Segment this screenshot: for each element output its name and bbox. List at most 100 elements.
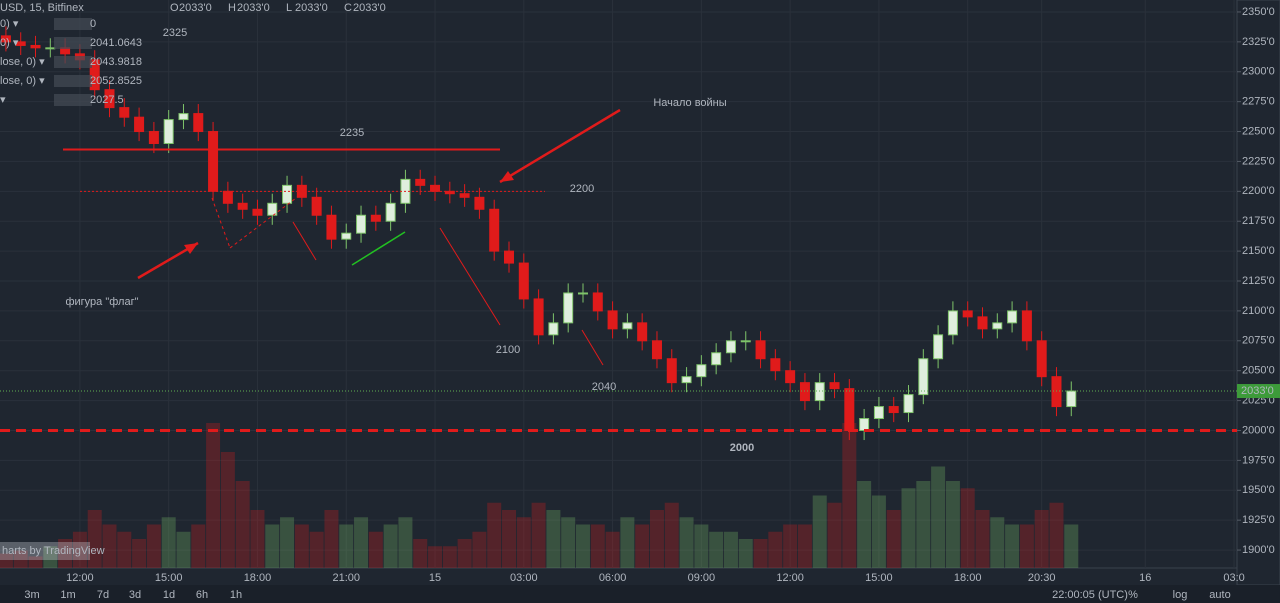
volume-bar <box>294 524 309 568</box>
ohlc-value: 2033'0 <box>237 2 270 14</box>
trend-arrow <box>439 227 501 326</box>
volume-bar <box>738 539 753 568</box>
ohlc-value: 2033'0 <box>353 2 386 14</box>
range-button[interactable]: 6h <box>196 589 208 601</box>
price-axis <box>1236 0 1280 586</box>
candle-body <box>163 119 174 144</box>
overlay <box>0 108 1237 432</box>
volume-bar <box>679 517 694 568</box>
volume-bar <box>161 517 176 568</box>
indicator-icons <box>54 18 92 30</box>
volume <box>0 423 1079 568</box>
candle-body <box>252 208 263 216</box>
trend-arrow <box>581 329 604 366</box>
x-tick-label: 18:00 <box>244 572 272 584</box>
range-button[interactable]: 1d <box>163 589 175 601</box>
y-tick-label: 2150'0 <box>1242 245 1275 257</box>
volume-bar <box>990 517 1005 568</box>
ohlc-key: L <box>286 2 292 14</box>
clock: 22:00:05 (UTC) <box>1052 589 1128 601</box>
range-button[interactable]: 1m <box>60 589 75 601</box>
arrow <box>499 108 621 184</box>
volume-bar <box>753 539 768 568</box>
x-tick-label: 20:30 <box>1028 572 1056 584</box>
candle-body <box>799 382 810 402</box>
scale-option[interactable]: log <box>1173 589 1188 601</box>
range-button[interactable]: 1h <box>230 589 242 601</box>
x-tick-label: 06:00 <box>599 572 627 584</box>
candle-body <box>15 41 26 46</box>
scale-option[interactable]: auto <box>1209 589 1230 601</box>
candle-body <box>622 322 633 330</box>
volume-bar <box>605 531 620 568</box>
ohlc-value: 2033'0 <box>179 2 212 14</box>
volume-bar <box>87 510 102 568</box>
candle-body <box>356 214 367 234</box>
y-tick-label: 2125'0 <box>1242 275 1275 287</box>
scale-option[interactable]: % <box>1128 589 1138 601</box>
indicator-value: 0 <box>90 18 96 30</box>
candle-body <box>873 406 884 420</box>
candle-body <box>592 292 603 312</box>
arrowhead <box>184 243 198 254</box>
volume-bar <box>102 524 117 568</box>
indicator-icons <box>54 56 92 68</box>
x-tick-label: 15:00 <box>865 572 893 584</box>
candle-body <box>119 107 130 118</box>
volume-bar <box>1064 524 1079 568</box>
symbol: USD, 15, Bitfinex <box>0 2 84 14</box>
y-tick-label: 2250'0 <box>1242 125 1275 137</box>
x-tick-label: 16 <box>1139 572 1151 584</box>
watermark-box <box>0 542 90 560</box>
candle-body <box>237 202 248 210</box>
candle-body <box>563 292 574 324</box>
annotation: фигура "флаг" <box>65 296 138 308</box>
x-tick-label: 15 <box>429 572 441 584</box>
volume-bar <box>812 495 827 568</box>
volume-bar <box>13 550 28 568</box>
volume-bar <box>72 531 87 568</box>
annotation: Начало войны <box>653 97 726 109</box>
candle-body <box>1051 376 1062 408</box>
candle-body <box>267 202 278 216</box>
volume-bar <box>516 517 531 568</box>
x-tick-label: 09:00 <box>688 572 716 584</box>
volume-bar <box>487 502 502 568</box>
candle-body <box>193 113 204 133</box>
ohlc-key: O <box>170 2 179 14</box>
volume-bar <box>590 524 605 568</box>
volume-bar <box>531 502 546 568</box>
x-tick-label: 03:00 <box>510 572 538 584</box>
volume-bar <box>502 510 517 568</box>
range-button[interactable]: 7d <box>97 589 109 601</box>
volume-bar <box>0 553 13 568</box>
volume-bar <box>561 517 576 568</box>
range-button[interactable]: 3m <box>24 589 39 601</box>
candle-body <box>89 59 100 91</box>
volume-bar <box>58 539 73 568</box>
ohlc-value: 2033'0 <box>295 2 328 14</box>
level-label: 2200 <box>570 183 594 195</box>
y-tick-label: 1950'0 <box>1242 484 1275 496</box>
volume-bar <box>1049 502 1064 568</box>
volume-bar <box>176 531 191 568</box>
range-button[interactable]: 3d <box>129 589 141 601</box>
level-label: 2235 <box>340 127 364 139</box>
candle-body <box>651 340 662 360</box>
volume-bar <box>575 524 590 568</box>
candle-body <box>711 352 722 366</box>
volume-bar <box>871 495 886 568</box>
candle-body <box>104 89 115 109</box>
candle-body <box>45 47 56 50</box>
volume-bar <box>457 539 472 568</box>
volume-bar <box>132 539 147 568</box>
candle-body <box>785 370 796 384</box>
volume-bar <box>191 524 206 568</box>
volume-bar <box>664 502 679 568</box>
candle-body <box>770 358 781 372</box>
volume-bar <box>206 423 221 568</box>
candle-body <box>326 214 337 240</box>
volume-bar <box>768 531 783 568</box>
candle-body <box>903 394 914 414</box>
